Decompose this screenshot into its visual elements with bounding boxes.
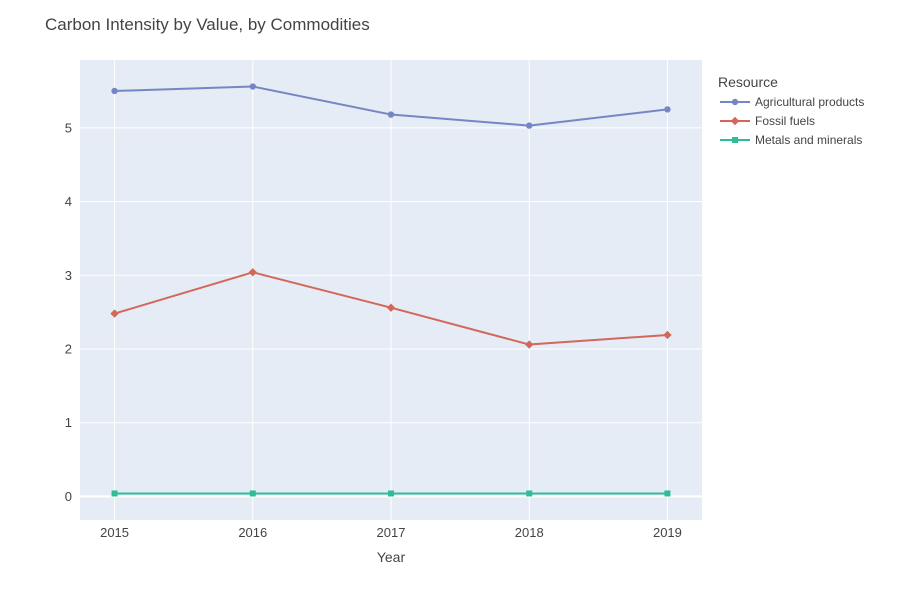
y-tick-label: 5 bbox=[65, 120, 72, 135]
y-tick-label: 3 bbox=[65, 268, 72, 283]
legend-item-agricultural-products[interactable]: Agricultural products bbox=[720, 95, 864, 109]
data-point-agricultural-products bbox=[526, 122, 532, 128]
x-tick-label: 2019 bbox=[653, 525, 682, 540]
y-tick-label: 0 bbox=[65, 489, 72, 504]
legend-swatch-marker bbox=[731, 117, 739, 125]
x-axis-title: Year bbox=[377, 549, 406, 565]
data-point-metals-and-minerals bbox=[526, 490, 532, 496]
legend-swatch-marker bbox=[732, 99, 738, 105]
data-point-metals-and-minerals bbox=[388, 490, 394, 496]
legend-label: Agricultural products bbox=[755, 95, 864, 109]
y-tick-label: 2 bbox=[65, 341, 72, 356]
y-tick-label: 4 bbox=[65, 194, 72, 209]
data-point-metals-and-minerals bbox=[112, 490, 118, 496]
data-point-metals-and-minerals bbox=[664, 490, 670, 496]
x-tick-label: 2017 bbox=[377, 525, 406, 540]
legend: Resource Agricultural products Fossil fue… bbox=[718, 74, 864, 147]
data-point-agricultural-products bbox=[250, 83, 256, 89]
data-point-agricultural-products bbox=[111, 88, 117, 94]
legend-swatch-marker bbox=[732, 137, 738, 143]
x-tick-label: 2015 bbox=[100, 525, 129, 540]
data-point-agricultural-products bbox=[388, 111, 394, 117]
legend-item-metals-and-minerals[interactable]: Metals and minerals bbox=[720, 133, 862, 147]
x-tick-label: 2016 bbox=[238, 525, 267, 540]
y-tick-label: 1 bbox=[65, 415, 72, 430]
legend-label: Metals and minerals bbox=[755, 133, 862, 147]
x-tick-label: 2018 bbox=[515, 525, 544, 540]
data-point-metals-and-minerals bbox=[250, 490, 256, 496]
legend-items: Agricultural products Fossil fuels Metals … bbox=[720, 95, 864, 147]
data-point-agricultural-products bbox=[664, 106, 670, 112]
legend-title: Resource bbox=[718, 74, 778, 90]
legend-label: Fossil fuels bbox=[755, 114, 815, 128]
legend-item-fossil-fuels[interactable]: Fossil fuels bbox=[720, 114, 815, 128]
chart-title: Carbon Intensity by Value, by Commoditie… bbox=[45, 15, 370, 34]
